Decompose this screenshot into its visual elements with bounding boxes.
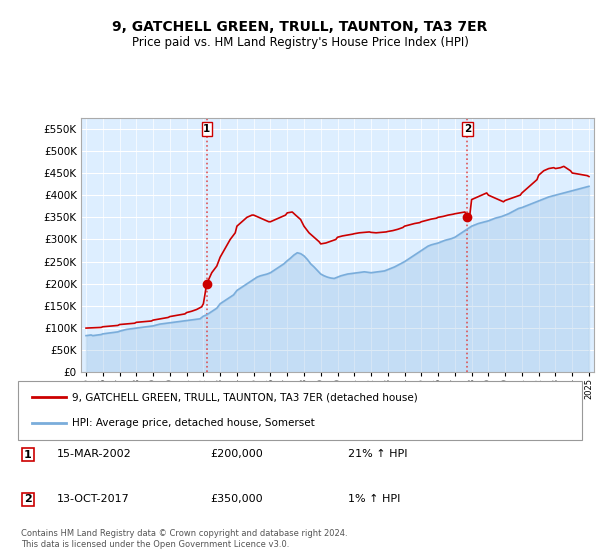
Text: 1% ↑ HPI: 1% ↑ HPI — [348, 494, 400, 504]
Text: £200,000: £200,000 — [210, 449, 263, 459]
Text: £350,000: £350,000 — [210, 494, 263, 504]
Text: Price paid vs. HM Land Registry's House Price Index (HPI): Price paid vs. HM Land Registry's House … — [131, 36, 469, 49]
Text: 13-OCT-2017: 13-OCT-2017 — [57, 494, 130, 504]
Text: 15-MAR-2002: 15-MAR-2002 — [57, 449, 132, 459]
Text: 9, GATCHELL GREEN, TRULL, TAUNTON, TA3 7ER: 9, GATCHELL GREEN, TRULL, TAUNTON, TA3 7… — [112, 20, 488, 34]
Text: 1: 1 — [24, 450, 31, 460]
Text: 1: 1 — [203, 124, 211, 134]
Text: 9, GATCHELL GREEN, TRULL, TAUNTON, TA3 7ER (detached house): 9, GATCHELL GREEN, TRULL, TAUNTON, TA3 7… — [71, 392, 418, 402]
FancyBboxPatch shape — [22, 448, 34, 461]
Text: 2: 2 — [24, 494, 31, 505]
Text: 21% ↑ HPI: 21% ↑ HPI — [348, 449, 407, 459]
Text: 2: 2 — [464, 124, 471, 134]
FancyBboxPatch shape — [18, 381, 582, 440]
Text: Contains HM Land Registry data © Crown copyright and database right 2024.
This d: Contains HM Land Registry data © Crown c… — [21, 529, 347, 549]
FancyBboxPatch shape — [22, 493, 34, 506]
Text: HPI: Average price, detached house, Somerset: HPI: Average price, detached house, Some… — [71, 418, 314, 428]
